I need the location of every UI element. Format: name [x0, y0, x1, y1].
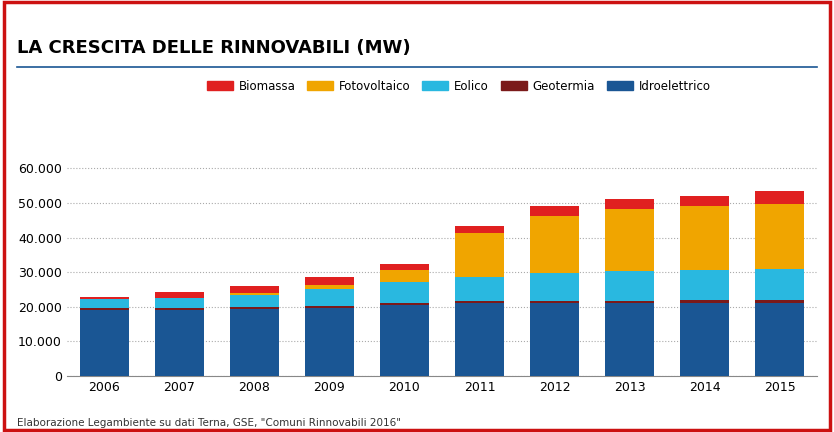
Bar: [80, 310, 128, 376]
Bar: [455, 277, 504, 301]
Text: Elaborazione Legambiente su dati Terna, GSE, "Comuni Rinnovabili 2016": Elaborazione Legambiente su dati Terna, …: [17, 418, 400, 428]
Bar: [605, 303, 654, 376]
Bar: [305, 277, 354, 285]
Bar: [230, 293, 279, 295]
Bar: [681, 206, 729, 270]
Bar: [530, 206, 579, 216]
Bar: [681, 270, 729, 301]
Bar: [380, 305, 429, 376]
Bar: [155, 310, 203, 376]
Bar: [455, 303, 504, 376]
Bar: [605, 199, 654, 209]
Bar: [530, 216, 579, 273]
Bar: [756, 204, 804, 270]
Bar: [305, 289, 354, 306]
Text: LA CRESCITA DELLE RINNOVABILI (MW): LA CRESCITA DELLE RINNOVABILI (MW): [17, 39, 410, 57]
Bar: [455, 301, 504, 303]
Bar: [380, 302, 429, 305]
Bar: [455, 233, 504, 277]
Legend: Biomassa, Fotovoltaico, Eolico, Geotermia, Idroelettrico: Biomassa, Fotovoltaico, Eolico, Geotermi…: [202, 75, 716, 98]
Bar: [305, 306, 354, 308]
Bar: [530, 301, 579, 303]
Bar: [155, 299, 203, 308]
Bar: [155, 292, 203, 298]
Bar: [756, 270, 804, 301]
Bar: [380, 264, 429, 270]
Bar: [605, 209, 654, 271]
Bar: [80, 299, 128, 308]
Bar: [380, 270, 429, 283]
Bar: [681, 303, 729, 376]
Bar: [605, 271, 654, 301]
Bar: [305, 308, 354, 376]
Bar: [756, 191, 804, 204]
Bar: [230, 286, 279, 293]
Bar: [530, 303, 579, 376]
Bar: [681, 301, 729, 303]
Bar: [80, 296, 128, 299]
Bar: [230, 309, 279, 376]
Bar: [380, 283, 429, 302]
Bar: [230, 307, 279, 309]
Bar: [681, 196, 729, 206]
Bar: [756, 301, 804, 303]
Bar: [230, 295, 279, 307]
Bar: [155, 308, 203, 310]
Bar: [605, 301, 654, 303]
Bar: [756, 303, 804, 376]
Bar: [530, 273, 579, 301]
Bar: [80, 308, 128, 310]
Bar: [455, 226, 504, 233]
Bar: [305, 285, 354, 289]
